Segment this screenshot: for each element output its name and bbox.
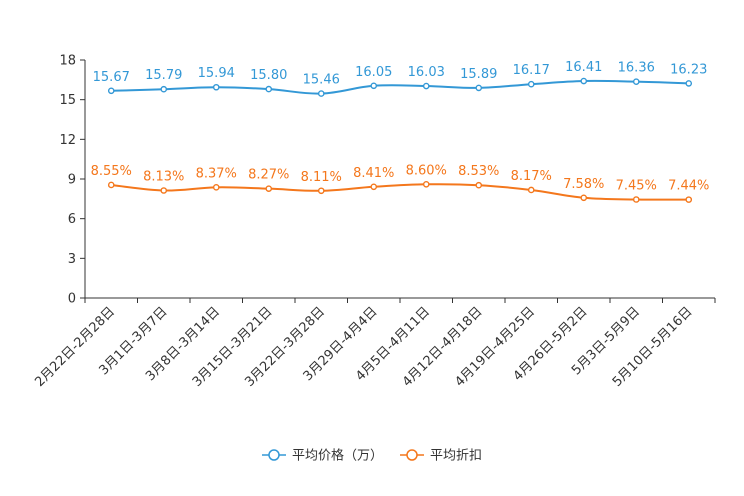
data-label: 15.94	[198, 66, 235, 81]
data-point	[685, 196, 693, 203]
data-label: 16.23	[670, 62, 707, 77]
y-tick-label: 0	[68, 292, 76, 307]
data-label: 8.17%	[511, 169, 552, 184]
data-label: 7.45%	[616, 178, 657, 193]
data-point	[475, 181, 483, 189]
data-point	[527, 186, 535, 194]
y-tick-label: 18	[59, 54, 76, 69]
data-point	[212, 184, 220, 191]
data-label: 8.53%	[458, 164, 499, 179]
data-point	[475, 84, 483, 92]
legend-label: 平均折扣	[430, 449, 482, 464]
legend-marker	[268, 449, 280, 461]
data-point	[160, 187, 168, 194]
data-label: 7.44%	[668, 179, 709, 194]
data-label: 16.41	[565, 60, 602, 75]
data-point	[107, 87, 115, 95]
data-label: 15.89	[460, 67, 497, 82]
data-point	[160, 85, 168, 93]
data-label: 15.67	[93, 70, 130, 85]
data-point	[527, 80, 535, 88]
data-point	[265, 185, 273, 192]
data-point	[422, 180, 430, 188]
data-label: 8.37%	[196, 166, 237, 181]
series-line	[111, 183, 689, 201]
data-label: 8.13%	[143, 170, 184, 185]
data-point	[265, 85, 273, 93]
data-label: 8.55%	[91, 164, 132, 179]
data-label: 8.11%	[301, 170, 342, 185]
legend-item-2: 平均折扣	[400, 449, 482, 464]
data-label: 16.36	[618, 61, 655, 76]
data-label: 16.05	[355, 65, 392, 80]
y-tick-label: 12	[59, 133, 76, 148]
legend: 平均价格（万） 平均折扣	[262, 448, 482, 464]
y-tick-label: 6	[68, 212, 76, 227]
legend-marker	[406, 449, 418, 461]
data-label: 15.46	[303, 73, 340, 88]
y-tick-label: 9	[68, 173, 76, 188]
data-point	[370, 82, 378, 90]
y-tick-label: 15	[59, 93, 76, 108]
data-point	[422, 82, 430, 90]
data-label: 8.41%	[353, 166, 394, 181]
data-label: 7.58%	[563, 177, 604, 192]
data-point	[685, 80, 693, 87]
data-label: 16.17	[513, 63, 550, 78]
data-point	[370, 183, 378, 191]
data-point	[317, 187, 325, 195]
series-2: 8.55% 8.13% 8.37% 8.27% 8.11% 8.41% 8.60% 8.53%…	[91, 163, 709, 203]
data-point	[632, 196, 640, 203]
data-label: 8.60%	[406, 163, 447, 178]
y-tick-label: 3	[68, 252, 76, 267]
data-label: 8.27%	[248, 168, 289, 183]
series-layer: 15.67 15.79 15.94 15.80 15.46 16.05 16.03 15.89…	[91, 60, 709, 203]
data-label: 16.03	[408, 65, 445, 80]
data-label: 15.79	[145, 68, 182, 83]
data-point	[580, 77, 588, 85]
data-point	[212, 83, 220, 91]
series-1: 15.67 15.79 15.94 15.80 15.46 16.05 16.03 15.89…	[93, 60, 707, 97]
data-point	[107, 181, 115, 189]
series-line	[111, 79, 689, 95]
legend-item-1: 平均价格（万）	[262, 448, 383, 464]
data-point	[317, 90, 325, 97]
data-point	[580, 194, 588, 202]
axes: 03691215182月22日-2月28日3月1日-3月7日3月8日-3月14日…	[32, 54, 716, 390]
legend-label: 平均价格（万）	[292, 448, 383, 464]
data-label: 15.80	[250, 68, 287, 83]
data-point	[632, 78, 640, 85]
